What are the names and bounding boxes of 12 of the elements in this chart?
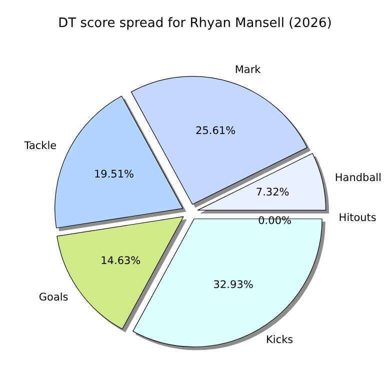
slice-label: Goals <box>38 292 68 304</box>
slice-label: Kicks <box>266 334 294 346</box>
slice-label: Mark <box>234 64 262 76</box>
data-label: 25.61% <box>196 125 236 138</box>
data-label: 19.51% <box>94 168 134 180</box>
slice-label: Tackle <box>23 140 57 152</box>
data-label: 14.63% <box>100 254 141 267</box>
data-label: 7.32% <box>256 186 290 199</box>
chart-title: DT score spread for Rhyan Mansell (2026) <box>58 16 332 31</box>
slice-label: Handball <box>334 172 382 184</box>
data-label: 32.93% <box>213 278 254 291</box>
category-label: Hitouts <box>338 212 376 224</box>
